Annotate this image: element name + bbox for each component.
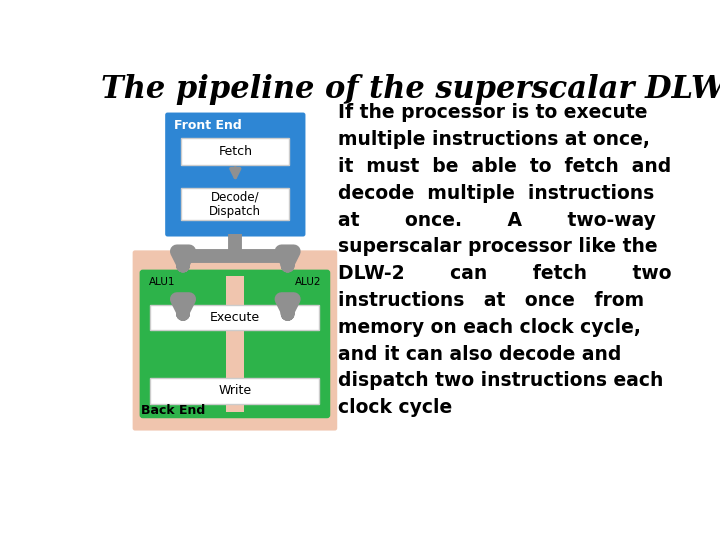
Text: Execute: Execute (210, 311, 260, 324)
Text: Decode/
Dispatch: Decode/ Dispatch (210, 190, 261, 218)
FancyBboxPatch shape (181, 188, 289, 220)
Text: If the processor is to execute
multiple instructions at once,
it  must  be  able: If the processor is to execute multiple … (338, 103, 672, 417)
FancyBboxPatch shape (150, 305, 320, 330)
FancyBboxPatch shape (181, 138, 289, 165)
FancyBboxPatch shape (225, 276, 244, 412)
Text: ALU1: ALU1 (149, 278, 176, 287)
Text: Back End: Back End (141, 404, 205, 417)
Text: The pipeline of the superscalar DLW-2: The pipeline of the superscalar DLW-2 (101, 74, 720, 105)
FancyBboxPatch shape (132, 251, 337, 430)
FancyBboxPatch shape (140, 269, 330, 418)
Text: Fetch: Fetch (218, 145, 252, 158)
FancyBboxPatch shape (150, 378, 320, 403)
FancyBboxPatch shape (165, 112, 305, 237)
Text: Front End: Front End (174, 119, 241, 132)
Text: ALU2: ALU2 (294, 278, 321, 287)
Text: Write: Write (218, 384, 251, 397)
